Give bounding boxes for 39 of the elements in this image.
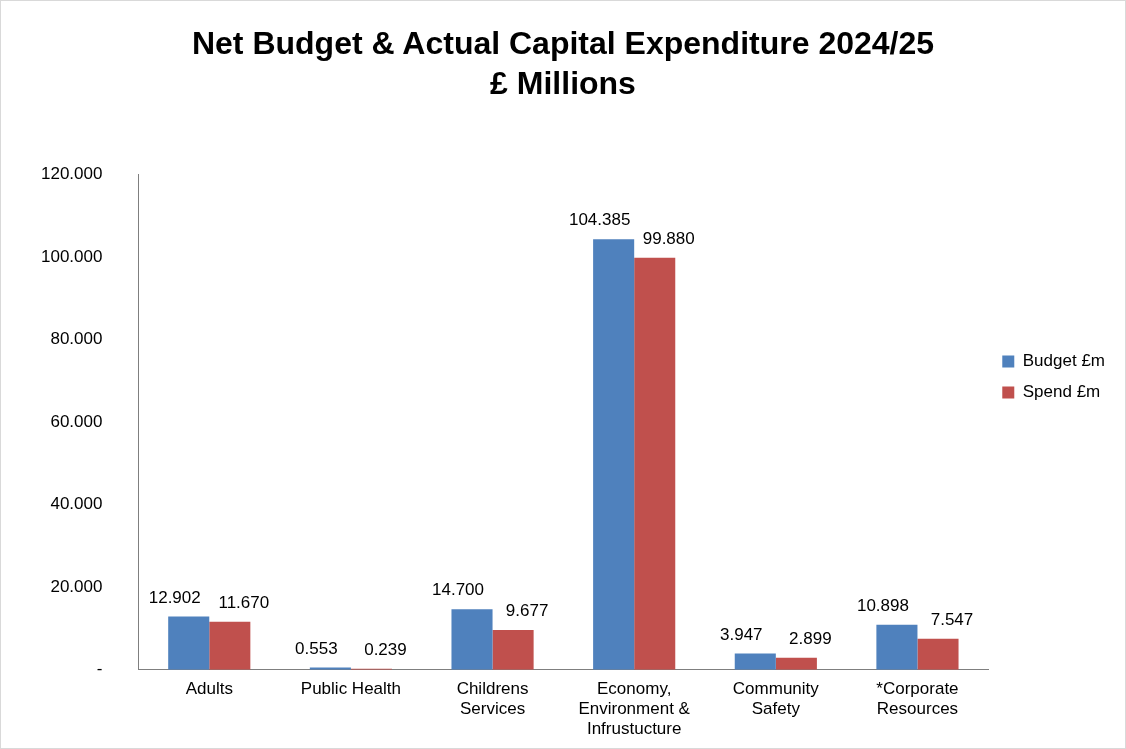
bar [168,616,210,670]
y-tick-label: 20.000 [50,576,103,596]
data-label: 12.902 [148,587,201,607]
x-tick-label: Community Safety [732,678,820,719]
data-label: 11.670 [218,592,270,612]
bar [492,629,534,670]
chart-subtitle: £ Millions [490,65,636,102]
data-label: 99.880 [642,228,695,248]
data-label: 7.547 [930,609,974,629]
y-tick-label: 40.000 [50,494,103,514]
data-label: 2.899 [789,629,832,649]
x-tick-label: Public Health [300,678,401,698]
y-tick-label: 120.000 [41,164,103,184]
data-label: 3.947 [720,624,763,644]
data-label: 0.553 [295,638,338,658]
bar [593,239,635,670]
bar [876,624,918,670]
y-tick-label: 100.000 [41,246,103,266]
y-tick-label: 80.000 [50,329,103,349]
x-tick-label: Childrens Services [456,678,529,719]
x-tick-label: *Corporate Resources [876,678,959,719]
bar [209,621,251,670]
data-label: 104.385 [568,210,631,230]
bar [634,257,676,670]
data-label: 9.677 [505,601,549,621]
bar [917,638,959,670]
legend-label: Budget £m [1022,351,1106,371]
chart-title: Net Budget & Actual Capital Expenditure 2024/25 [191,25,935,62]
y-tick-label: - [96,659,103,679]
y-tick-label: 60.000 [50,411,103,431]
bar [451,609,493,670]
x-tick-label: Economy, Environment & Infrustucture [578,678,691,739]
bar [775,657,817,670]
bar [734,653,776,670]
x-tick-label: Adults [185,678,233,698]
data-label: 10.898 [856,596,909,616]
data-label: 14.700 [432,580,485,600]
legend-label: Spend £m [1022,382,1101,402]
data-label: 0.239 [364,640,407,659]
